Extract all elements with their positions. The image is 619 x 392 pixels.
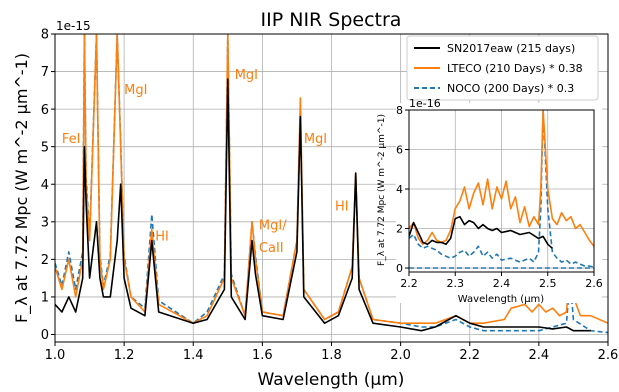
- legend-label-sn2017eaw: SN2017eaw (215 days): [447, 42, 575, 55]
- main-y-tick-label: 5: [41, 140, 49, 155]
- annotation-hi: HI: [155, 230, 169, 245]
- inset-y-tick-label: 8: [396, 104, 403, 117]
- inset-tick-labels: 2.2 2.3 2.4 2.5 2.6 0 2 4 6 8: [396, 104, 603, 290]
- main-x-tick-label: 1.4: [183, 348, 204, 363]
- annotation-mgi: MgI: [124, 83, 147, 98]
- main-x-tick-label: 2.0: [390, 348, 411, 363]
- legend-box: [406, 35, 599, 101]
- annotation-fei: FeI: [62, 132, 81, 147]
- inset-y-tick-label: 4: [396, 183, 403, 196]
- main-x-tick-label: 2.2: [459, 348, 480, 363]
- main-x-tick-label: 1.2: [114, 348, 135, 363]
- main-series-sn2017eaw-215-days: [55, 78, 591, 332]
- inset-x-tick-label: 2.5: [539, 277, 557, 290]
- inset-background: [396, 103, 602, 303]
- inset-y-tick-label: 2: [396, 222, 403, 235]
- inset-y-tick-label: 0: [396, 262, 403, 275]
- x-axis-label: Wavelength (μm): [258, 370, 405, 390]
- inset-series-sn2017eaw-215-days: [409, 215, 553, 249]
- main-x-tick-label: 2.4: [529, 348, 550, 363]
- main-series-lteco-210-days-0-38: [55, 34, 608, 325]
- main-y-tick-label: 1: [41, 291, 49, 306]
- inset-x-tick-label: 2.3: [447, 277, 465, 290]
- annotation-mgi: MgI/: [259, 218, 287, 233]
- annotation-mgi: MgI: [235, 68, 258, 83]
- main-y-tick-label: 2: [41, 253, 49, 268]
- inset-y-axis-label: F_λ at 7.72 Mpc (W m^-2 μm^-1): [377, 114, 387, 266]
- inset-x-tick-label: 2.4: [493, 277, 511, 290]
- legend-label-lteco: LTECO (210 Days) * 0.38: [447, 62, 583, 75]
- inset-y-tick-label: 6: [396, 143, 403, 156]
- main-tick-labels: 1.0 1.2 1.4 1.6 1.8 2.0 2.2 2.4 2.6 0 1 2 3 4 5 6 7 8: [41, 28, 619, 363]
- inset-series-group: [409, 110, 594, 269]
- inset-x-axis-label: Wavelength (μm): [458, 294, 545, 305]
- legend: SN2017eaw (215 days) LTECO (210 Days) * …: [406, 35, 599, 101]
- main-series-group: [55, 34, 608, 334]
- main-x-tick-label: 2.6: [598, 348, 619, 363]
- main-x-tick-label: 1.8: [321, 348, 342, 363]
- main-y-tick-label: 8: [41, 28, 49, 43]
- inset-series-noco-200-days-0-3: [409, 110, 594, 268]
- main-y-tick-label: 7: [41, 65, 49, 80]
- main-y-tick-label: 3: [41, 215, 49, 230]
- annotation-mgi: MgI: [304, 132, 327, 147]
- inset-y-offset-label: 1e-16: [409, 97, 441, 110]
- main-y-tick-label: 0: [41, 328, 49, 343]
- main-y-tick-label: 6: [41, 103, 49, 118]
- legend-label-noco: NOCO (200 Days) * 0.3: [447, 82, 574, 95]
- main-x-tick-label: 1.0: [45, 348, 66, 363]
- inset-x-tick-label: 2.2: [400, 277, 418, 290]
- y-axis-label: F_λ at 7.72 Mpc (W m^-2 μm^-1): [12, 53, 32, 323]
- annotation-hi: HI: [335, 200, 349, 215]
- chart-title: IIP NIR Spectra: [261, 9, 402, 31]
- annotation-caii: CaII: [259, 241, 284, 256]
- main-x-tick-label: 1.6: [252, 348, 273, 363]
- y-offset-label: 1e-15: [56, 19, 91, 33]
- inset-x-tick-label: 2.6: [585, 277, 603, 290]
- main-y-tick-label: 4: [41, 178, 49, 193]
